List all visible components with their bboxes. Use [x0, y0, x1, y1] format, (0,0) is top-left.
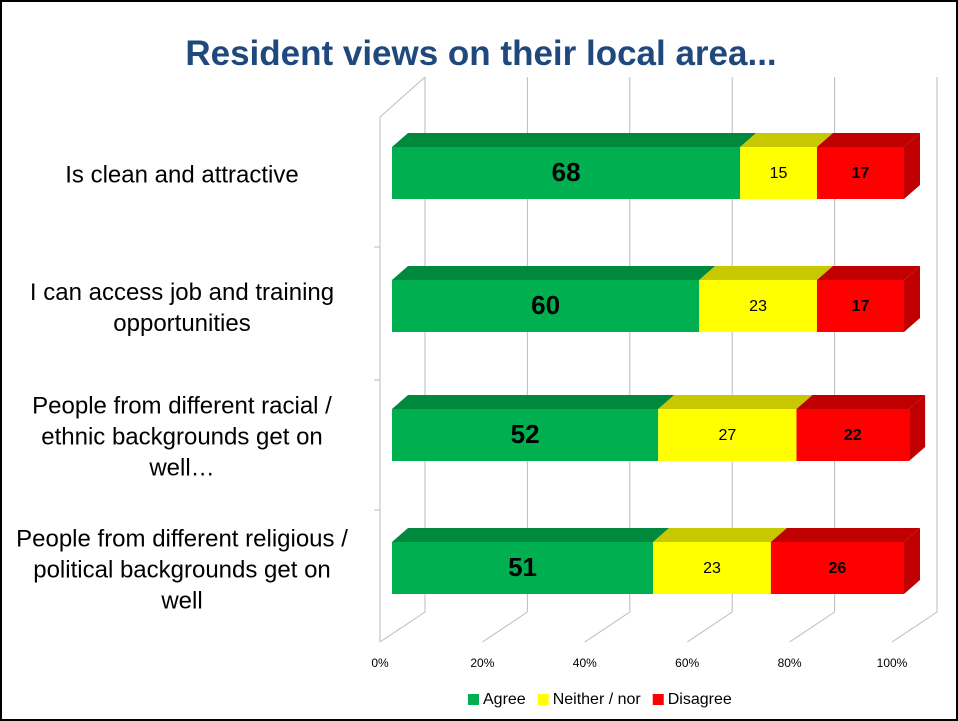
bar-top	[653, 528, 787, 542]
value-label: 60	[531, 290, 560, 320]
category-label: Is clean and attractive	[65, 161, 299, 189]
bar-top	[392, 133, 757, 147]
bar	[653, 542, 771, 594]
legend-label: Disagree	[668, 691, 732, 708]
legend-swatch	[537, 694, 549, 705]
bar	[658, 409, 797, 461]
x-tick-label: 40%	[573, 656, 597, 670]
x-tick-label: 20%	[470, 656, 494, 670]
bar-top	[816, 266, 920, 280]
bar	[392, 280, 700, 332]
axis-wall	[379, 76, 426, 118]
bar	[699, 280, 817, 332]
value-label: 27	[718, 427, 736, 444]
bar	[796, 409, 910, 461]
legend-swatch	[468, 694, 479, 705]
chart-title: Resident views on their local area...	[185, 34, 777, 73]
value-label: 23	[749, 298, 767, 315]
x-tick-label: 100%	[877, 656, 908, 670]
grid-line	[379, 611, 426, 643]
value-label: 23	[703, 560, 721, 577]
grid-line	[482, 611, 528, 643]
bar-top	[392, 395, 675, 409]
x-tick-label: 60%	[675, 656, 699, 670]
value-label: 17	[852, 298, 870, 315]
bar	[816, 280, 904, 332]
value-label: 22	[844, 427, 862, 444]
legend-label: Agree	[483, 691, 526, 708]
value-label: 68	[552, 157, 581, 187]
bar	[740, 147, 817, 199]
bar-top	[740, 133, 833, 147]
bar	[392, 542, 654, 594]
bar	[816, 147, 904, 199]
bar-side	[904, 133, 920, 199]
grid-line	[891, 611, 938, 643]
bar-top	[699, 266, 833, 280]
category-label: People from different religious / politi…	[16, 525, 348, 615]
value-label: 15	[770, 165, 788, 182]
bar-top	[658, 395, 813, 409]
legend-label: Neither / nor	[553, 691, 642, 708]
bar-top	[392, 266, 716, 280]
bar-side	[909, 395, 926, 461]
value-label: 51	[508, 552, 537, 582]
category-label: People from different racial / ethnic ba…	[32, 392, 332, 482]
bar-top	[796, 395, 926, 409]
category-label: I can access job and training opportunit…	[29, 279, 335, 337]
bar	[392, 147, 741, 199]
legend-swatch	[652, 694, 664, 705]
bar	[392, 409, 659, 461]
bar-top	[392, 528, 670, 542]
bar-side	[904, 528, 920, 594]
bar-side	[904, 266, 920, 332]
value-label: 26	[829, 560, 847, 577]
value-label: 52	[511, 419, 540, 449]
grid-line	[686, 611, 733, 643]
bar	[770, 542, 904, 594]
grid-line	[584, 611, 631, 643]
x-tick-label: 0%	[371, 656, 389, 670]
grid-line	[789, 611, 835, 643]
x-tick-label: 80%	[778, 656, 802, 670]
bar-top	[816, 133, 920, 147]
bar-top	[770, 528, 920, 542]
value-label: 17	[852, 165, 870, 182]
